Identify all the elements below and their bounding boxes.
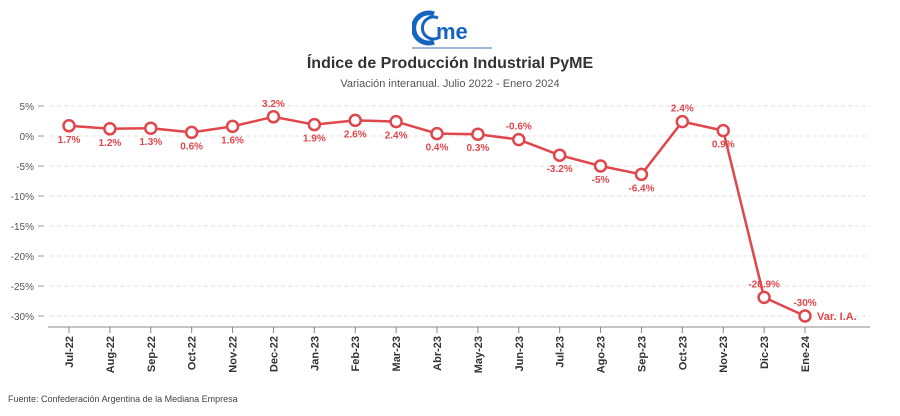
y-tick-label: -15% <box>11 222 34 233</box>
y-tick-label: 5% <box>20 102 35 113</box>
x-tick-label: Feb-23 <box>350 336 362 371</box>
y-tick-label: -5% <box>16 162 34 173</box>
data-label: -5% <box>592 175 610 186</box>
x-tick-label: Dic-23 <box>759 336 771 369</box>
series-segment <box>763 296 806 318</box>
x-tick-label: Nov-22 <box>228 336 240 373</box>
data-label: 0.6% <box>180 141 203 152</box>
data-point <box>552 148 567 162</box>
data-label: 1.3% <box>139 137 162 148</box>
y-tick-label: -10% <box>11 192 34 203</box>
data-label: -3.2% <box>547 164 573 175</box>
x-tick-label: Ago-23 <box>596 336 608 373</box>
series-segment <box>722 130 766 298</box>
x-tick-label: Jul-23 <box>555 336 567 368</box>
series-segment <box>150 126 192 134</box>
data-label: 2.4% <box>385 131 408 142</box>
data-point <box>389 114 403 129</box>
y-tick-label: -20% <box>11 252 34 263</box>
x-tick-label: Dec-22 <box>268 336 280 372</box>
data-label: 1.6% <box>221 135 244 146</box>
data-point <box>593 159 608 173</box>
data-label: -6.4% <box>628 183 654 194</box>
data-point <box>266 110 281 124</box>
series-segment <box>477 132 519 141</box>
x-tick-label: Oct-22 <box>187 336 199 370</box>
series-legend-label: Var. I.A. <box>817 311 857 323</box>
series-segment <box>518 138 561 157</box>
series-segment <box>273 115 315 126</box>
series-segment <box>355 119 397 123</box>
x-tick-label: Sep-23 <box>636 336 648 372</box>
x-tick-label: Nov-23 <box>718 336 730 373</box>
data-point <box>471 127 485 141</box>
series-segment <box>436 132 478 136</box>
data-point <box>103 122 117 136</box>
x-tick-label: Aug-22 <box>105 336 117 373</box>
series-segment <box>682 120 724 132</box>
y-tick-label: -25% <box>11 282 34 293</box>
data-point <box>184 125 199 140</box>
data-point <box>634 167 649 182</box>
x-tick-label: Jun-23 <box>514 336 526 371</box>
data-label: -30% <box>793 298 816 309</box>
data-label: 0.9% <box>712 140 735 151</box>
x-tick-label: Abr-23 <box>432 336 444 371</box>
series-segment <box>232 115 274 128</box>
data-label: 1.9% <box>303 134 326 145</box>
came-logo: me <box>411 8 492 53</box>
data-label: 0.3% <box>466 143 489 154</box>
data-point <box>798 309 812 323</box>
x-tick-label: Jan-23 <box>309 336 321 371</box>
y-tick-label: -30% <box>11 312 34 323</box>
series-segment <box>109 126 151 131</box>
data-point <box>512 132 526 147</box>
svg-text:me: me <box>436 19 468 44</box>
data-point <box>62 119 76 133</box>
series-segment <box>68 124 110 131</box>
data-label: 2.4% <box>671 104 694 115</box>
series-segment <box>640 120 684 176</box>
series-segment <box>314 119 356 126</box>
data-label: 1.2% <box>98 138 121 149</box>
data-label: -0.6% <box>506 122 532 133</box>
x-tick-label: May-23 <box>473 336 485 373</box>
x-tick-label: Ene-24 <box>800 335 812 372</box>
data-point <box>716 123 730 138</box>
x-tick-label: Sep-22 <box>146 336 158 372</box>
x-tick-label: Mar-23 <box>391 336 403 371</box>
x-tick-label: Jul-22 <box>64 336 76 368</box>
data-point <box>675 114 690 129</box>
series-segment <box>395 120 438 135</box>
data-label: 3.2% <box>262 99 285 110</box>
series-segment <box>191 125 233 134</box>
data-point <box>757 290 771 305</box>
data-point <box>225 119 240 134</box>
series-segment <box>600 164 642 176</box>
data-label: 2.6% <box>344 129 367 140</box>
y-tick-label: 0% <box>20 132 35 143</box>
data-point <box>144 121 158 135</box>
x-tick-label: Oct-23 <box>677 336 689 370</box>
series-segment <box>559 153 601 168</box>
source-note: Fuente: Confederación Argentina de la Me… <box>8 394 238 404</box>
chart-title: Índice de Producción Industrial PyME <box>306 55 594 72</box>
data-label: -26.9% <box>748 279 780 290</box>
data-label: 0.4% <box>426 143 449 154</box>
data-point <box>430 126 444 141</box>
chart-subtitle: Variación interanual. Julio 2022 - Enero… <box>340 78 560 90</box>
data-label: 1.7% <box>58 135 81 146</box>
data-point <box>307 117 322 132</box>
data-point <box>348 113 362 128</box>
